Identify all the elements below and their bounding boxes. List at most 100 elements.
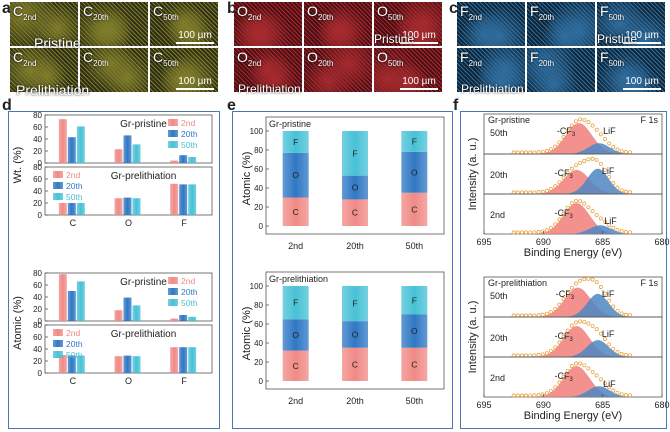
panel-label-d: d (2, 97, 12, 114)
y-tick-label: 60 (33, 333, 42, 342)
bar-F-20th (179, 347, 188, 373)
map-tile: O20th (304, 48, 372, 92)
envelope-point (544, 351, 549, 356)
envelope-point (536, 393, 541, 397)
envelope-point (574, 198, 578, 203)
stack-20th-C (342, 347, 368, 381)
envelope-point (582, 277, 587, 282)
envelope-point (628, 353, 632, 358)
envelope-point (603, 137, 607, 141)
x-tick-label: 50th (406, 241, 424, 251)
legend-swatch (168, 130, 178, 137)
envelope-point (586, 157, 591, 162)
envelope-point (549, 388, 553, 393)
stack-label: O (292, 170, 299, 180)
envelope-point (582, 117, 587, 122)
envelope-point (549, 225, 553, 230)
stack-label: F (412, 136, 417, 146)
envelope-point (569, 285, 574, 290)
stack-2nd-F (282, 131, 309, 153)
envelope-point (615, 147, 620, 152)
scale-bar: 100 µm (176, 76, 214, 90)
peak-cf3 (484, 366, 662, 397)
map-tile: O2nd (234, 48, 302, 92)
y-axis-label: Atomic (%) (241, 307, 253, 361)
envelope-point (574, 320, 578, 325)
envelope-point (549, 147, 553, 152)
envelope-point (565, 170, 570, 175)
chart-title: Gr-prelithiation (488, 278, 547, 288)
stack-2nd-C (282, 350, 309, 381)
envelope-point (615, 227, 620, 232)
y-tick-label: 20 (33, 305, 42, 314)
trace-label: 2nd (490, 373, 505, 383)
map-element-label: O20th (307, 49, 334, 68)
y-tick-label: 0 (38, 369, 43, 378)
x-tick-label: 2nd (288, 396, 303, 406)
map-tile: C50th 100 µm (150, 2, 218, 46)
map-element-label: F20th (530, 49, 555, 68)
envelope-point (598, 331, 603, 336)
envelope-point (586, 120, 591, 125)
stack-50th-O (401, 314, 428, 348)
envelope-point (532, 190, 537, 195)
stack-2nd-O (282, 152, 309, 198)
stack-2nd-F (282, 286, 309, 320)
x-tick-label: 20th (346, 396, 364, 406)
y-tick-label: 60 (254, 165, 263, 174)
x-tick-label: O (125, 376, 132, 386)
y-tick-label: 40 (254, 184, 263, 193)
map-element-label: F50th (600, 49, 625, 68)
map-element-label: C2nd (13, 3, 37, 22)
envelope-point (561, 334, 566, 339)
stack-label: O (411, 167, 418, 177)
peak-cf3 (484, 169, 662, 194)
envelope-point (615, 350, 620, 355)
stack-label: O (352, 329, 359, 339)
legend-label: 2nd (181, 276, 195, 286)
stack-label: F (352, 299, 357, 309)
stack-label: C (293, 207, 299, 217)
map-tile: O50th 100 µm (374, 2, 442, 46)
x-tick-label: 685 (595, 237, 610, 247)
envelope-point (628, 393, 632, 398)
envelope-point (607, 298, 612, 303)
envelope-point (615, 390, 620, 395)
legend-swatch (168, 119, 178, 126)
map-tile: F20th (527, 2, 595, 46)
bar-F-2nd (170, 347, 179, 373)
bar-O-20th (123, 355, 132, 373)
envelope-point (536, 353, 541, 357)
y-tick-label: 80 (33, 163, 42, 172)
x-tick-label: 680 (654, 237, 669, 247)
envelope-point (619, 229, 624, 234)
envelope-point (590, 123, 595, 128)
legend-label: 20th (181, 129, 198, 139)
y-tick-label: 20 (33, 199, 42, 208)
y-tick-label: 60 (254, 320, 263, 329)
legend-swatch (53, 193, 63, 200)
envelope-point (511, 230, 516, 235)
y-tick-label: 20 (254, 358, 263, 367)
envelope-point (628, 150, 632, 155)
stack-label: F (293, 137, 298, 147)
envelope-point (511, 393, 516, 398)
map-tile: O50th 100 µm (374, 48, 442, 92)
bar-O-2nd (114, 356, 123, 373)
stack-label: O (411, 326, 418, 336)
peak-label-lif: LiF (603, 126, 616, 136)
x-tick-label: 690 (536, 237, 551, 247)
scale-bar: 100 µm (400, 30, 438, 44)
map-element-label: F50th (600, 3, 625, 22)
bar-O-20th (123, 135, 132, 163)
map-element-label: C50th (153, 49, 179, 68)
x-tick-label: F (181, 218, 187, 228)
envelope-point (569, 323, 574, 328)
envelope-point (619, 311, 624, 316)
envelope-point (628, 230, 632, 235)
row-label-pristine: Pristine (374, 32, 415, 46)
peak-label-lif: LiF (603, 379, 616, 389)
trace-label: 50th (490, 291, 508, 301)
envelope-point (607, 223, 612, 227)
trace-label: 50th (490, 128, 508, 138)
